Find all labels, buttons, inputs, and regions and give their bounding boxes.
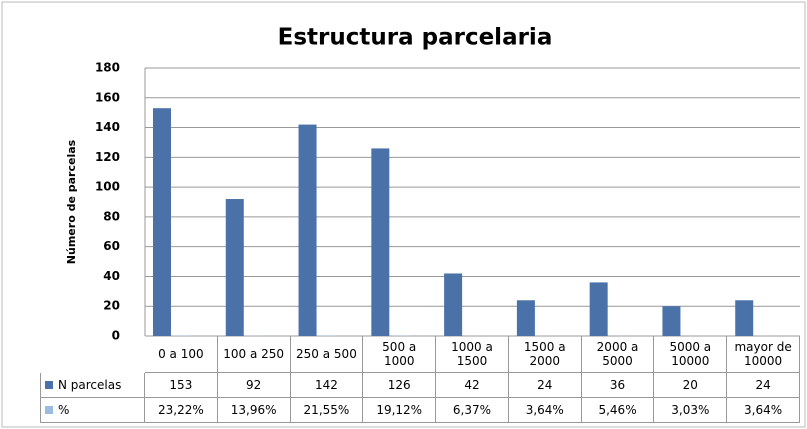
- x-tick-label: 5000 a 10000: [654, 336, 728, 373]
- table-value: 153: [145, 373, 218, 398]
- legend-label: %: [58, 403, 70, 417]
- bar: [298, 124, 317, 336]
- table-value: 3,64%: [727, 398, 800, 423]
- table-value: 24: [727, 373, 800, 398]
- x-tick-label: mayor de 10000: [727, 336, 800, 373]
- x-tick-label: 250 a 500: [290, 336, 364, 373]
- bar: [735, 300, 754, 336]
- y-tick-label: 160: [95, 90, 120, 104]
- table-value: 3,64%: [508, 398, 582, 423]
- table-value: 24: [508, 373, 582, 398]
- bar: [153, 108, 171, 336]
- bar: [589, 282, 608, 336]
- y-tick-label: 100: [95, 180, 120, 194]
- bar: [662, 306, 681, 336]
- table-value: 142: [290, 373, 364, 398]
- bar: [225, 199, 244, 336]
- y-tick-label: 20: [103, 299, 120, 313]
- bar: [444, 273, 463, 336]
- legend-label: N parcelas: [58, 378, 122, 392]
- table-value: 23,22%: [145, 398, 218, 423]
- legend-entry: N parcelas: [40, 373, 145, 398]
- x-tick-label: 100 a 250: [217, 336, 291, 373]
- legend-entry: %: [40, 398, 145, 423]
- table-value: 6,37%: [436, 398, 509, 423]
- table-value: 13,96%: [217, 398, 291, 423]
- y-tick-label: 60: [103, 239, 120, 253]
- table-value: 19,12%: [363, 398, 437, 423]
- x-tick-label: 1500 a 2000: [508, 336, 582, 373]
- table-value: 20: [654, 373, 728, 398]
- y-tick-label: 140: [95, 120, 120, 134]
- y-tick-label: 80: [103, 209, 120, 223]
- y-tick-label: 40: [103, 269, 120, 283]
- x-tick-label: 2000 a 5000: [581, 336, 655, 373]
- y-axis-title: Número de parcelas: [65, 139, 78, 264]
- table-value: 5,46%: [581, 398, 655, 423]
- chart-title: Estructura parcelaria: [278, 25, 553, 51]
- table-value: 92: [217, 373, 291, 398]
- table-value: 3,03%: [654, 398, 728, 423]
- table-value: 42: [436, 373, 509, 398]
- table-value: 21,55%: [290, 398, 364, 423]
- bar: [516, 300, 535, 336]
- bar: [371, 148, 390, 336]
- y-tick-label: 120: [95, 150, 120, 164]
- legend-swatch: [45, 406, 53, 414]
- x-tick-label: 500 a 1000: [363, 336, 437, 373]
- table-value: 126: [363, 373, 437, 398]
- y-tick-label: 0: [112, 329, 120, 343]
- y-tick-label: 180: [95, 61, 120, 75]
- legend-swatch: [45, 381, 53, 389]
- x-tick-label: 1000 a 1500: [436, 336, 509, 373]
- x-tick-label: 0 a 100: [145, 336, 218, 373]
- table-value: 36: [581, 373, 655, 398]
